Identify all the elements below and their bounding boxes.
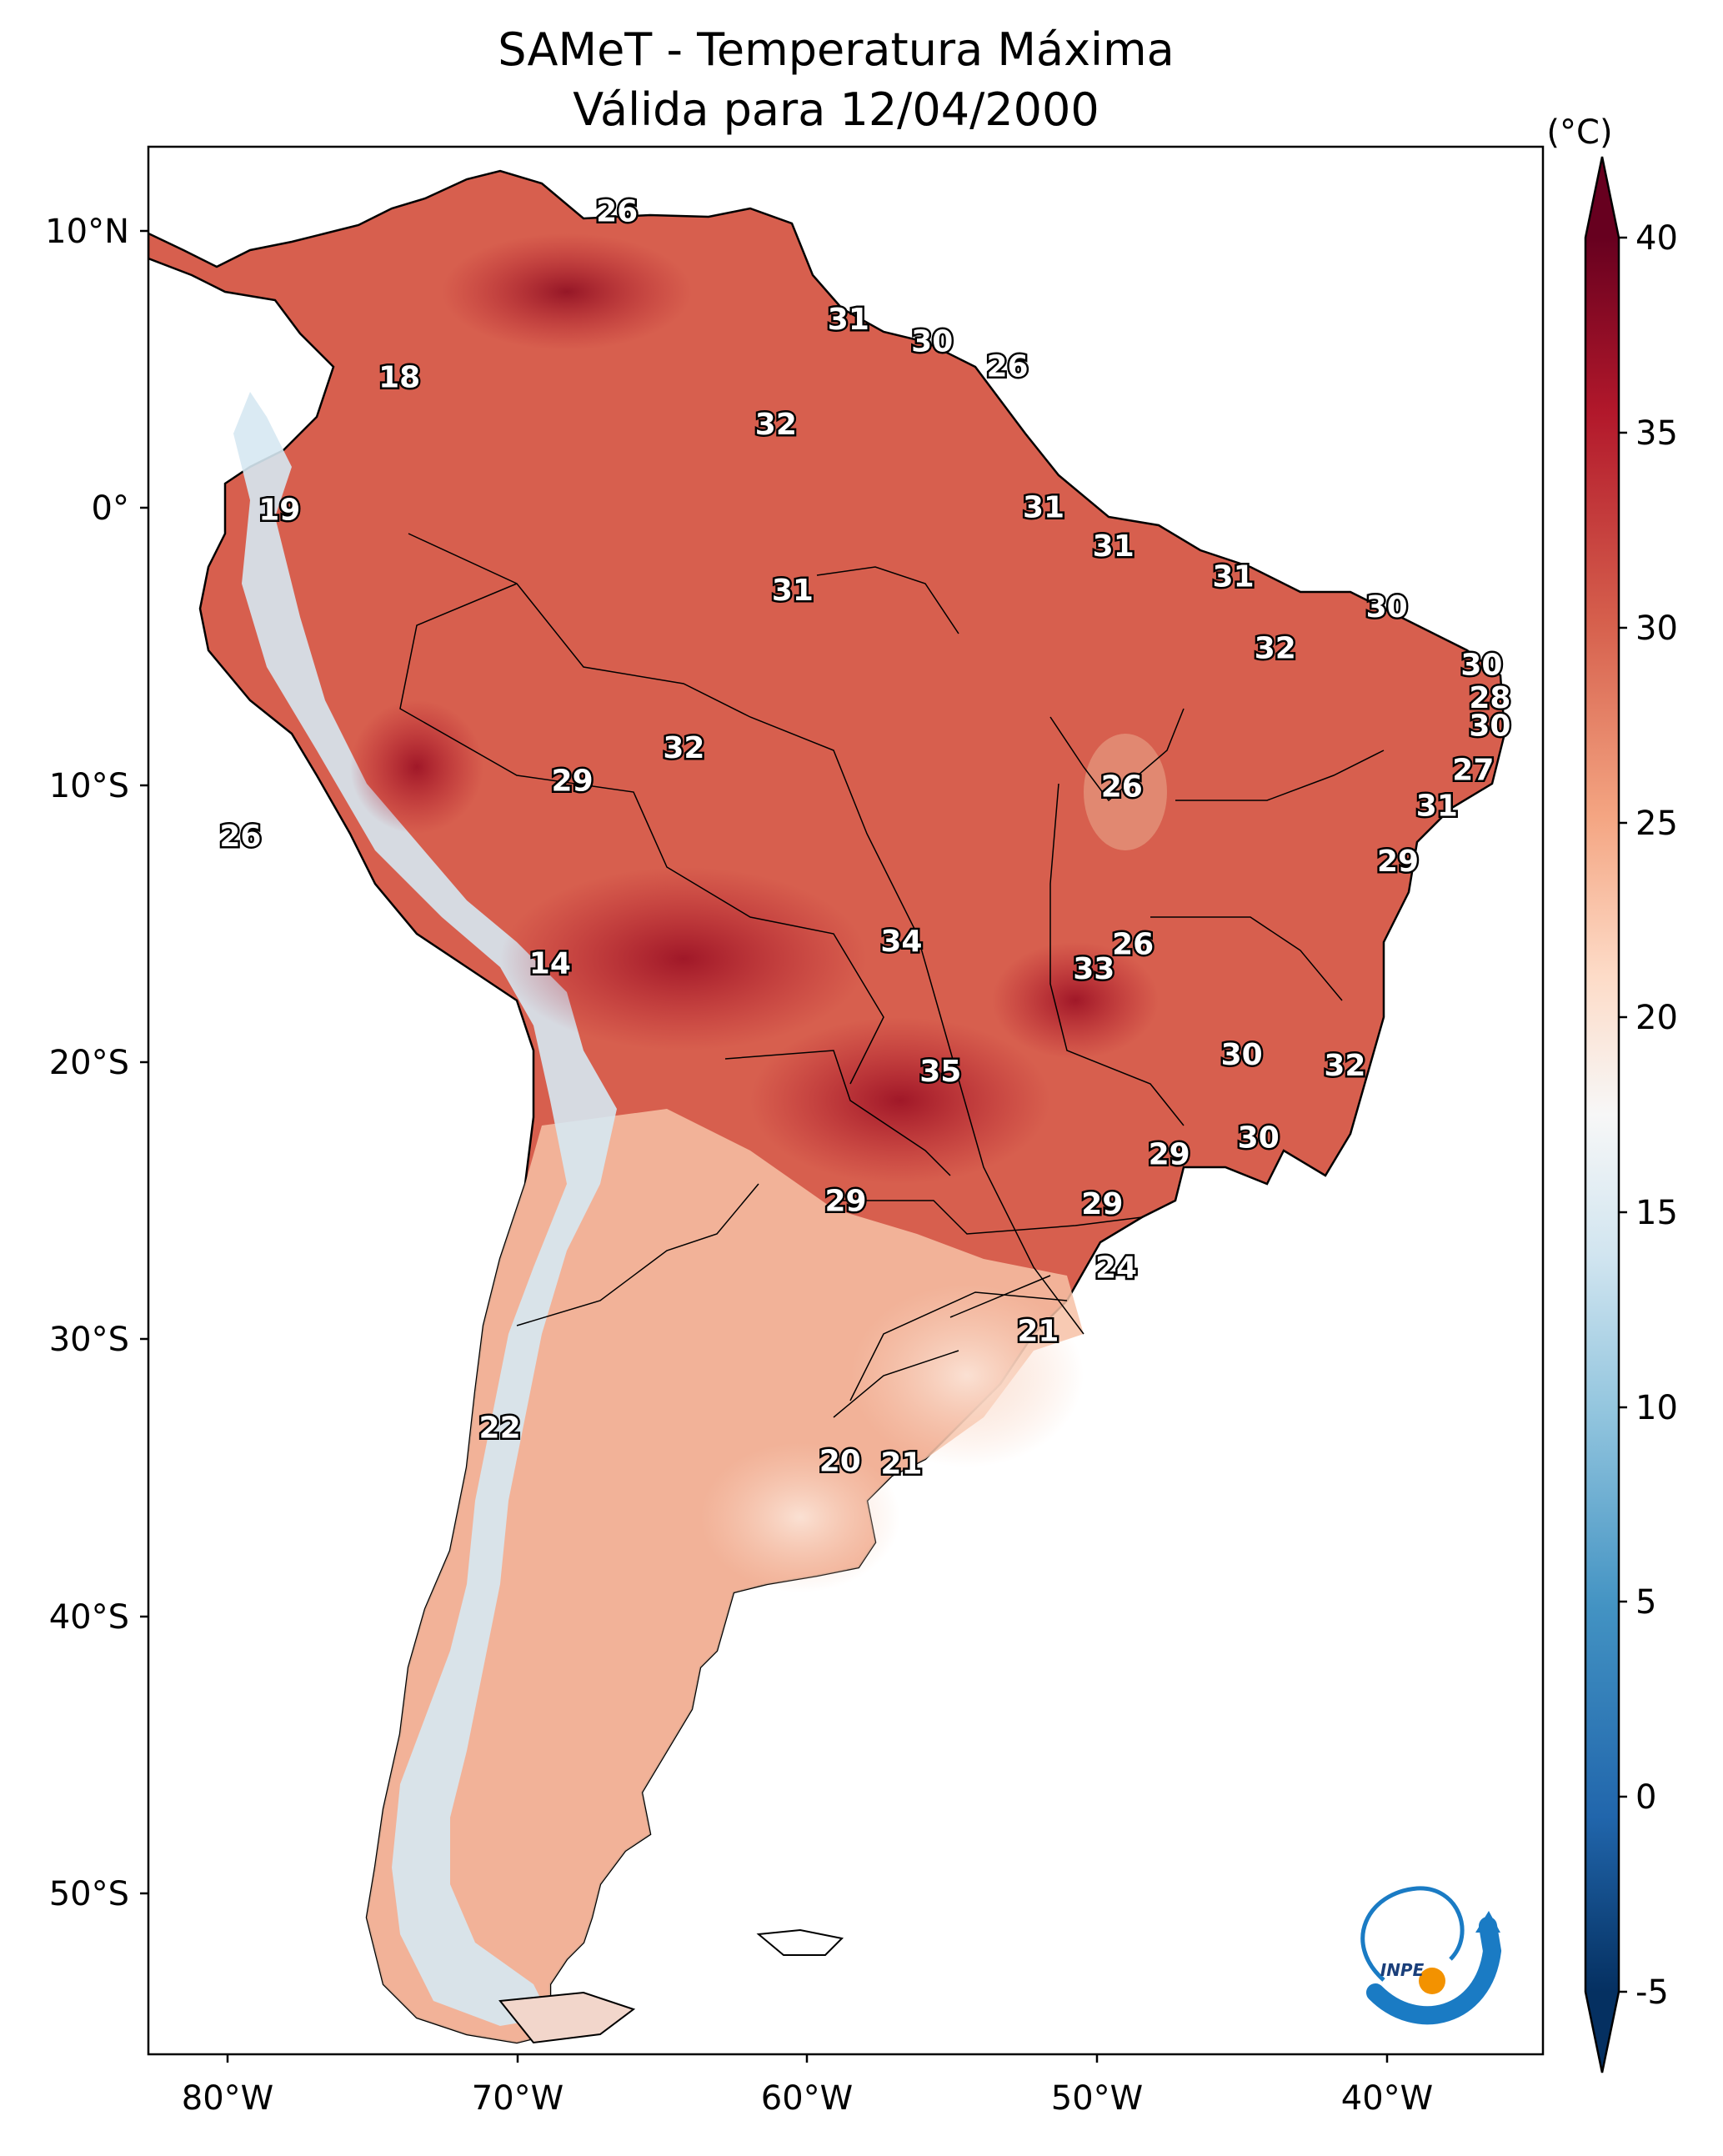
temperature-label: 30 — [1221, 1038, 1263, 1072]
temperature-label: 31 — [1023, 490, 1064, 524]
temperature-label: 24 — [1095, 1251, 1137, 1285]
temperature-label: 28 — [1469, 681, 1510, 715]
temperature-label: 29 — [1149, 1137, 1190, 1171]
temperature-label: 33 — [1073, 952, 1114, 986]
colorbar-tick: 15 — [1635, 1194, 1678, 1232]
temperature-label: 30 — [911, 324, 953, 358]
lat-tick-label: 0° — [92, 489, 129, 528]
colorbar-tick: 40 — [1635, 219, 1678, 258]
temperature-label: 20 — [819, 1444, 861, 1478]
colorbar: (°C) 40 35 30 25 20 15 10 5 0 -5 — [1546, 113, 1678, 2073]
temperature-label: 26 — [219, 820, 261, 854]
tierra-del-fuego-island — [498, 1991, 636, 2044]
colorbar-unit: (°C) — [1546, 113, 1612, 152]
colorbar-extend-min — [1585, 1992, 1619, 2073]
lat-tick-label: 50°S — [49, 1875, 129, 1913]
temperature-label: 31 — [1093, 529, 1134, 564]
country-borders — [399, 533, 1385, 1418]
temperature-label: 34 — [880, 925, 922, 959]
temperature-label: 18 — [378, 361, 420, 395]
lat-tick-label: 10°N — [45, 213, 129, 251]
lat-tick-label: 20°S — [49, 1044, 129, 1082]
temperature-label: 29 — [1377, 845, 1419, 879]
lon-tick-label: 50°W — [1051, 2079, 1143, 2118]
falkland-islands — [756, 1928, 844, 1956]
temperature-label: 21 — [1017, 1315, 1059, 1349]
temperature-label: 27 — [1452, 753, 1494, 787]
map-subtitle: Válida para 12/04/2000 — [573, 83, 1099, 136]
map-title: SAMeT - Temperatura Máxima — [498, 23, 1174, 76]
colorbar-gradient — [1585, 238, 1619, 1992]
andes-cold-strip — [233, 392, 617, 2026]
colorbar-tick: -5 — [1635, 1973, 1669, 2012]
colorbar-tick: 10 — [1635, 1389, 1678, 1427]
colorbar-tick: 30 — [1635, 609, 1678, 648]
axis-ticks — [140, 229, 1389, 2063]
temperature-label: 14 — [529, 947, 571, 981]
temperature-label: 30 — [1238, 1121, 1280, 1155]
lon-tick-label: 40°W — [1341, 2079, 1433, 2118]
temperature-label: 26 — [1112, 927, 1154, 961]
colorbar-extend-max — [1585, 157, 1619, 238]
colorbar-tick: 0 — [1635, 1778, 1656, 1817]
temperature-label: 31 — [1213, 559, 1255, 594]
temperature-label: 26 — [596, 195, 638, 229]
temperature-label: 29 — [1081, 1187, 1123, 1221]
inpe-logo: INPE — [1360, 1886, 1502, 2025]
temperature-label: 29 — [552, 765, 594, 799]
map-plot-area — [148, 147, 1543, 2054]
lat-tick-label: 10°S — [49, 767, 129, 805]
temperature-label: 30 — [1469, 709, 1510, 743]
colorbar-tick: 35 — [1635, 414, 1678, 453]
temperature-label: 30 — [1460, 648, 1502, 682]
lat-tick-label: 30°S — [49, 1321, 129, 1359]
colorbar-tick: 20 — [1635, 999, 1678, 1037]
temperature-label: 21 — [880, 1447, 922, 1482]
temperature-label: 32 — [755, 408, 797, 442]
colorbar-tick: 25 — [1635, 805, 1678, 843]
temperature-label: 35 — [919, 1055, 961, 1089]
temperature-label: 26 — [1101, 770, 1143, 804]
inpe-logo-text: INPE — [1380, 1960, 1425, 1980]
temperature-label: 32 — [663, 731, 704, 765]
temperature-label: 32 — [1255, 632, 1296, 666]
lon-tick-label: 70°W — [472, 2079, 563, 2118]
temperature-label: 30 — [1366, 590, 1408, 624]
lon-tick-label: 80°W — [182, 2079, 273, 2118]
temperature-label: 22 — [479, 1411, 521, 1446]
lon-tick-label: 60°W — [761, 2079, 853, 2118]
lat-tick-label: 40°S — [49, 1598, 129, 1637]
temperature-label: 31 — [828, 303, 869, 337]
temperature-label: 26 — [987, 349, 1029, 384]
temperature-label: 32 — [1324, 1049, 1365, 1083]
temperature-label: 19 — [258, 494, 300, 528]
map-frame — [147, 145, 1545, 2056]
colorbar-tick: 5 — [1635, 1583, 1656, 1622]
temperature-label: 31 — [1416, 790, 1458, 824]
temperature-label: 31 — [772, 574, 814, 608]
temperature-label: 29 — [824, 1185, 866, 1219]
